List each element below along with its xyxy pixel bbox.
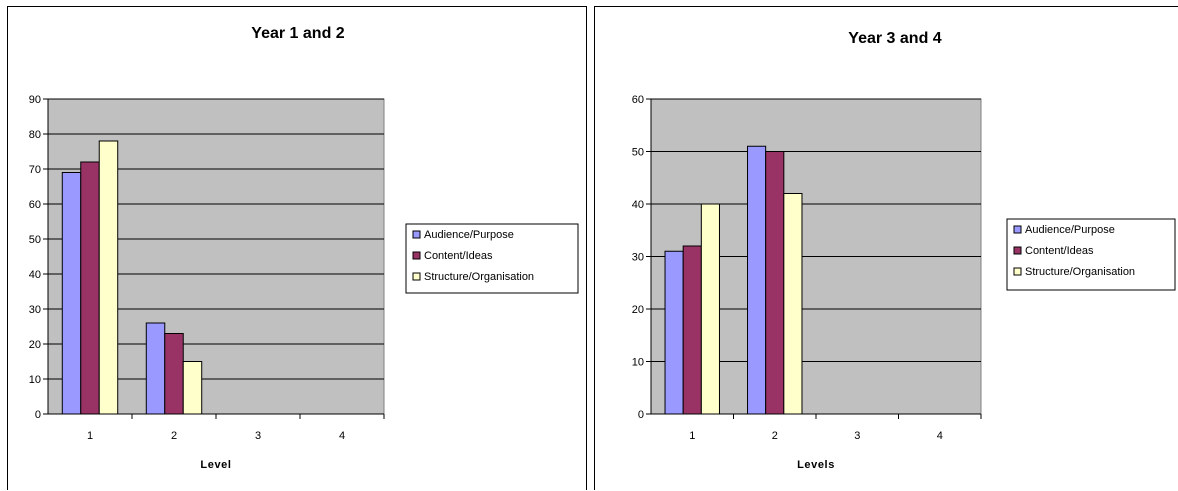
legend-label: Structure/Organisation <box>424 271 534 283</box>
y-tick-label: 40 <box>632 199 644 211</box>
y-tick-label: 30 <box>632 252 644 264</box>
x-tick-label: 3 <box>854 430 860 442</box>
chart-year-1-and-2: Year 1 and 2 0 10 20 30 40 50 60 70 80 90 1 2 3 4 Level… <box>29 25 579 471</box>
chart-year-3-and-4: Year 3 and 4 0 10 20 30 40 50 60 1 2 3 4 Levels Audie… <box>632 30 1176 471</box>
bar-audience-purpose-1 <box>61 172 82 415</box>
y-tick-label: 10 <box>632 357 644 369</box>
chart-panel-year-1-and-2: Year 1 and 2 0 10 20 30 40 50 60 70 80 90 1 2 3 4 Level… <box>7 6 587 490</box>
x-tick-label: 3 <box>255 430 261 442</box>
x-axis-title: Levels <box>797 459 835 471</box>
legend <box>1006 218 1176 291</box>
y-tick-label: 0 <box>35 409 41 421</box>
bar-audience-purpose-2 <box>145 322 166 415</box>
x-tick-label: 4 <box>937 430 943 442</box>
bar-content-ideas-1 <box>682 245 702 415</box>
y-tick-label: 20 <box>632 304 644 316</box>
x-tick-label: 2 <box>171 430 177 442</box>
legend-label: Structure/Organisation <box>1025 266 1135 278</box>
bar-content-ideas-2 <box>164 333 184 415</box>
bar-audience-purpose-2 <box>747 145 767 415</box>
bar-content-ideas-2 <box>765 151 785 415</box>
y-tick-label: 50 <box>29 234 41 246</box>
legend-label: Content/Ideas <box>1025 245 1094 257</box>
legend-label: Content/Ideas <box>424 250 493 262</box>
chart-panel-year-3-and-4: Year 3 and 4 0 10 20 30 40 50 60 1 2 3 4 Levels Audie… <box>594 6 1178 490</box>
legend-swatch <box>412 272 421 281</box>
bar-structure-organisation-2 <box>783 193 803 415</box>
y-tick-label: 40 <box>29 269 41 281</box>
bar-content-ideas-1 <box>80 161 100 415</box>
x-tick-label: 1 <box>689 430 695 442</box>
bar-structure-organisation-1 <box>700 203 720 415</box>
y-tick-label: 10 <box>29 374 41 386</box>
y-tick-label: 60 <box>29 199 41 211</box>
legend-label: Audience/Purpose <box>424 229 514 241</box>
legend-swatch <box>412 251 421 260</box>
chart-title: Year 3 and 4 <box>848 30 941 47</box>
y-tick-label: 0 <box>638 409 644 421</box>
y-tick-label: 50 <box>632 147 644 159</box>
x-tick-label: 2 <box>772 430 778 442</box>
y-tick-label: 20 <box>29 339 41 351</box>
x-tick-label: 4 <box>339 430 345 442</box>
bar-structure-organisation-2 <box>182 361 203 415</box>
x-axis-title: Level <box>200 459 231 471</box>
legend-label: Audience/Purpose <box>1025 224 1115 236</box>
legend-swatch <box>1013 246 1022 255</box>
y-tick-label: 30 <box>29 304 41 316</box>
y-tick-label: 70 <box>29 164 41 176</box>
y-tick-label: 80 <box>29 129 41 141</box>
y-tick-label: 60 <box>632 94 644 106</box>
bar-audience-purpose-1 <box>664 250 684 415</box>
x-tick-label: 1 <box>87 430 93 442</box>
legend <box>405 223 579 294</box>
legend-swatch <box>412 230 421 239</box>
y-tick-label: 90 <box>29 94 41 106</box>
legend-swatch <box>1013 267 1022 276</box>
chart-title: Year 1 and 2 <box>251 25 344 42</box>
legend-swatch <box>1013 225 1022 234</box>
bar-structure-organisation-1 <box>98 140 119 415</box>
